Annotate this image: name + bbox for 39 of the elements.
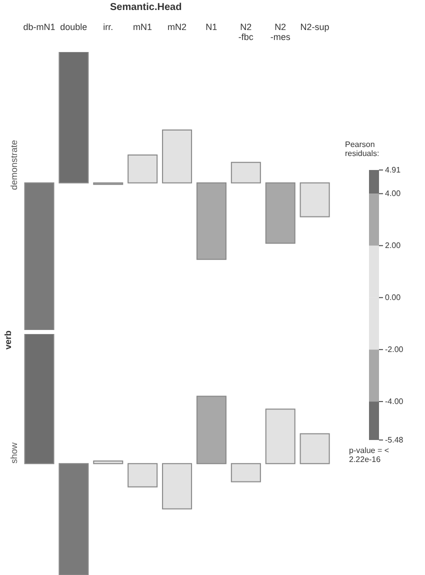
bar — [24, 182, 54, 330]
bar — [128, 154, 158, 184]
x-tick-label: N2 -fbc — [238, 22, 254, 42]
color-bar-label: 2.00 — [385, 241, 402, 250]
bar — [300, 433, 330, 464]
color-bar-title: Pearson residuals: — [345, 140, 380, 158]
bar — [58, 463, 89, 575]
y-axis-title: show — [9, 442, 19, 464]
color-bar-label: 0.00 — [385, 293, 402, 302]
color-bar-label: -2.00 — [385, 345, 404, 354]
bar — [58, 52, 89, 184]
bar — [265, 408, 296, 464]
bar — [196, 396, 226, 464]
bar — [265, 182, 296, 244]
x-tick-label: db-mN1 — [23, 22, 56, 32]
x-tick-label: N1 — [206, 22, 218, 32]
bar — [128, 463, 158, 488]
bar — [162, 463, 192, 510]
bar — [230, 463, 261, 482]
x-tick-label: irr. — [103, 22, 114, 32]
color-bar-label: 4.00 — [385, 189, 402, 198]
x-tick-label: N2-sup — [300, 22, 330, 32]
text: p-value = < 2.22e-16 — [349, 446, 390, 464]
y-axis-title: demonstrate — [9, 140, 19, 190]
x-tick-label: N2 -mes — [270, 22, 291, 42]
color-bar-label: 4.91 — [385, 166, 402, 174]
bar — [162, 129, 192, 184]
chart-title: Semantic.Head — [110, 2, 182, 13]
bar — [300, 182, 330, 218]
color-bar-label: -5.48 — [385, 436, 404, 444]
x-tick-label: double — [60, 22, 88, 32]
bar — [93, 460, 124, 464]
x-tick-label: mN2 — [167, 22, 187, 32]
color-bar-label: -4.00 — [385, 397, 404, 406]
bar — [230, 162, 261, 184]
x-tick-label: mN1 — [133, 22, 152, 32]
bar — [196, 182, 226, 260]
bar — [24, 334, 54, 464]
text: verb — [3, 330, 13, 350]
